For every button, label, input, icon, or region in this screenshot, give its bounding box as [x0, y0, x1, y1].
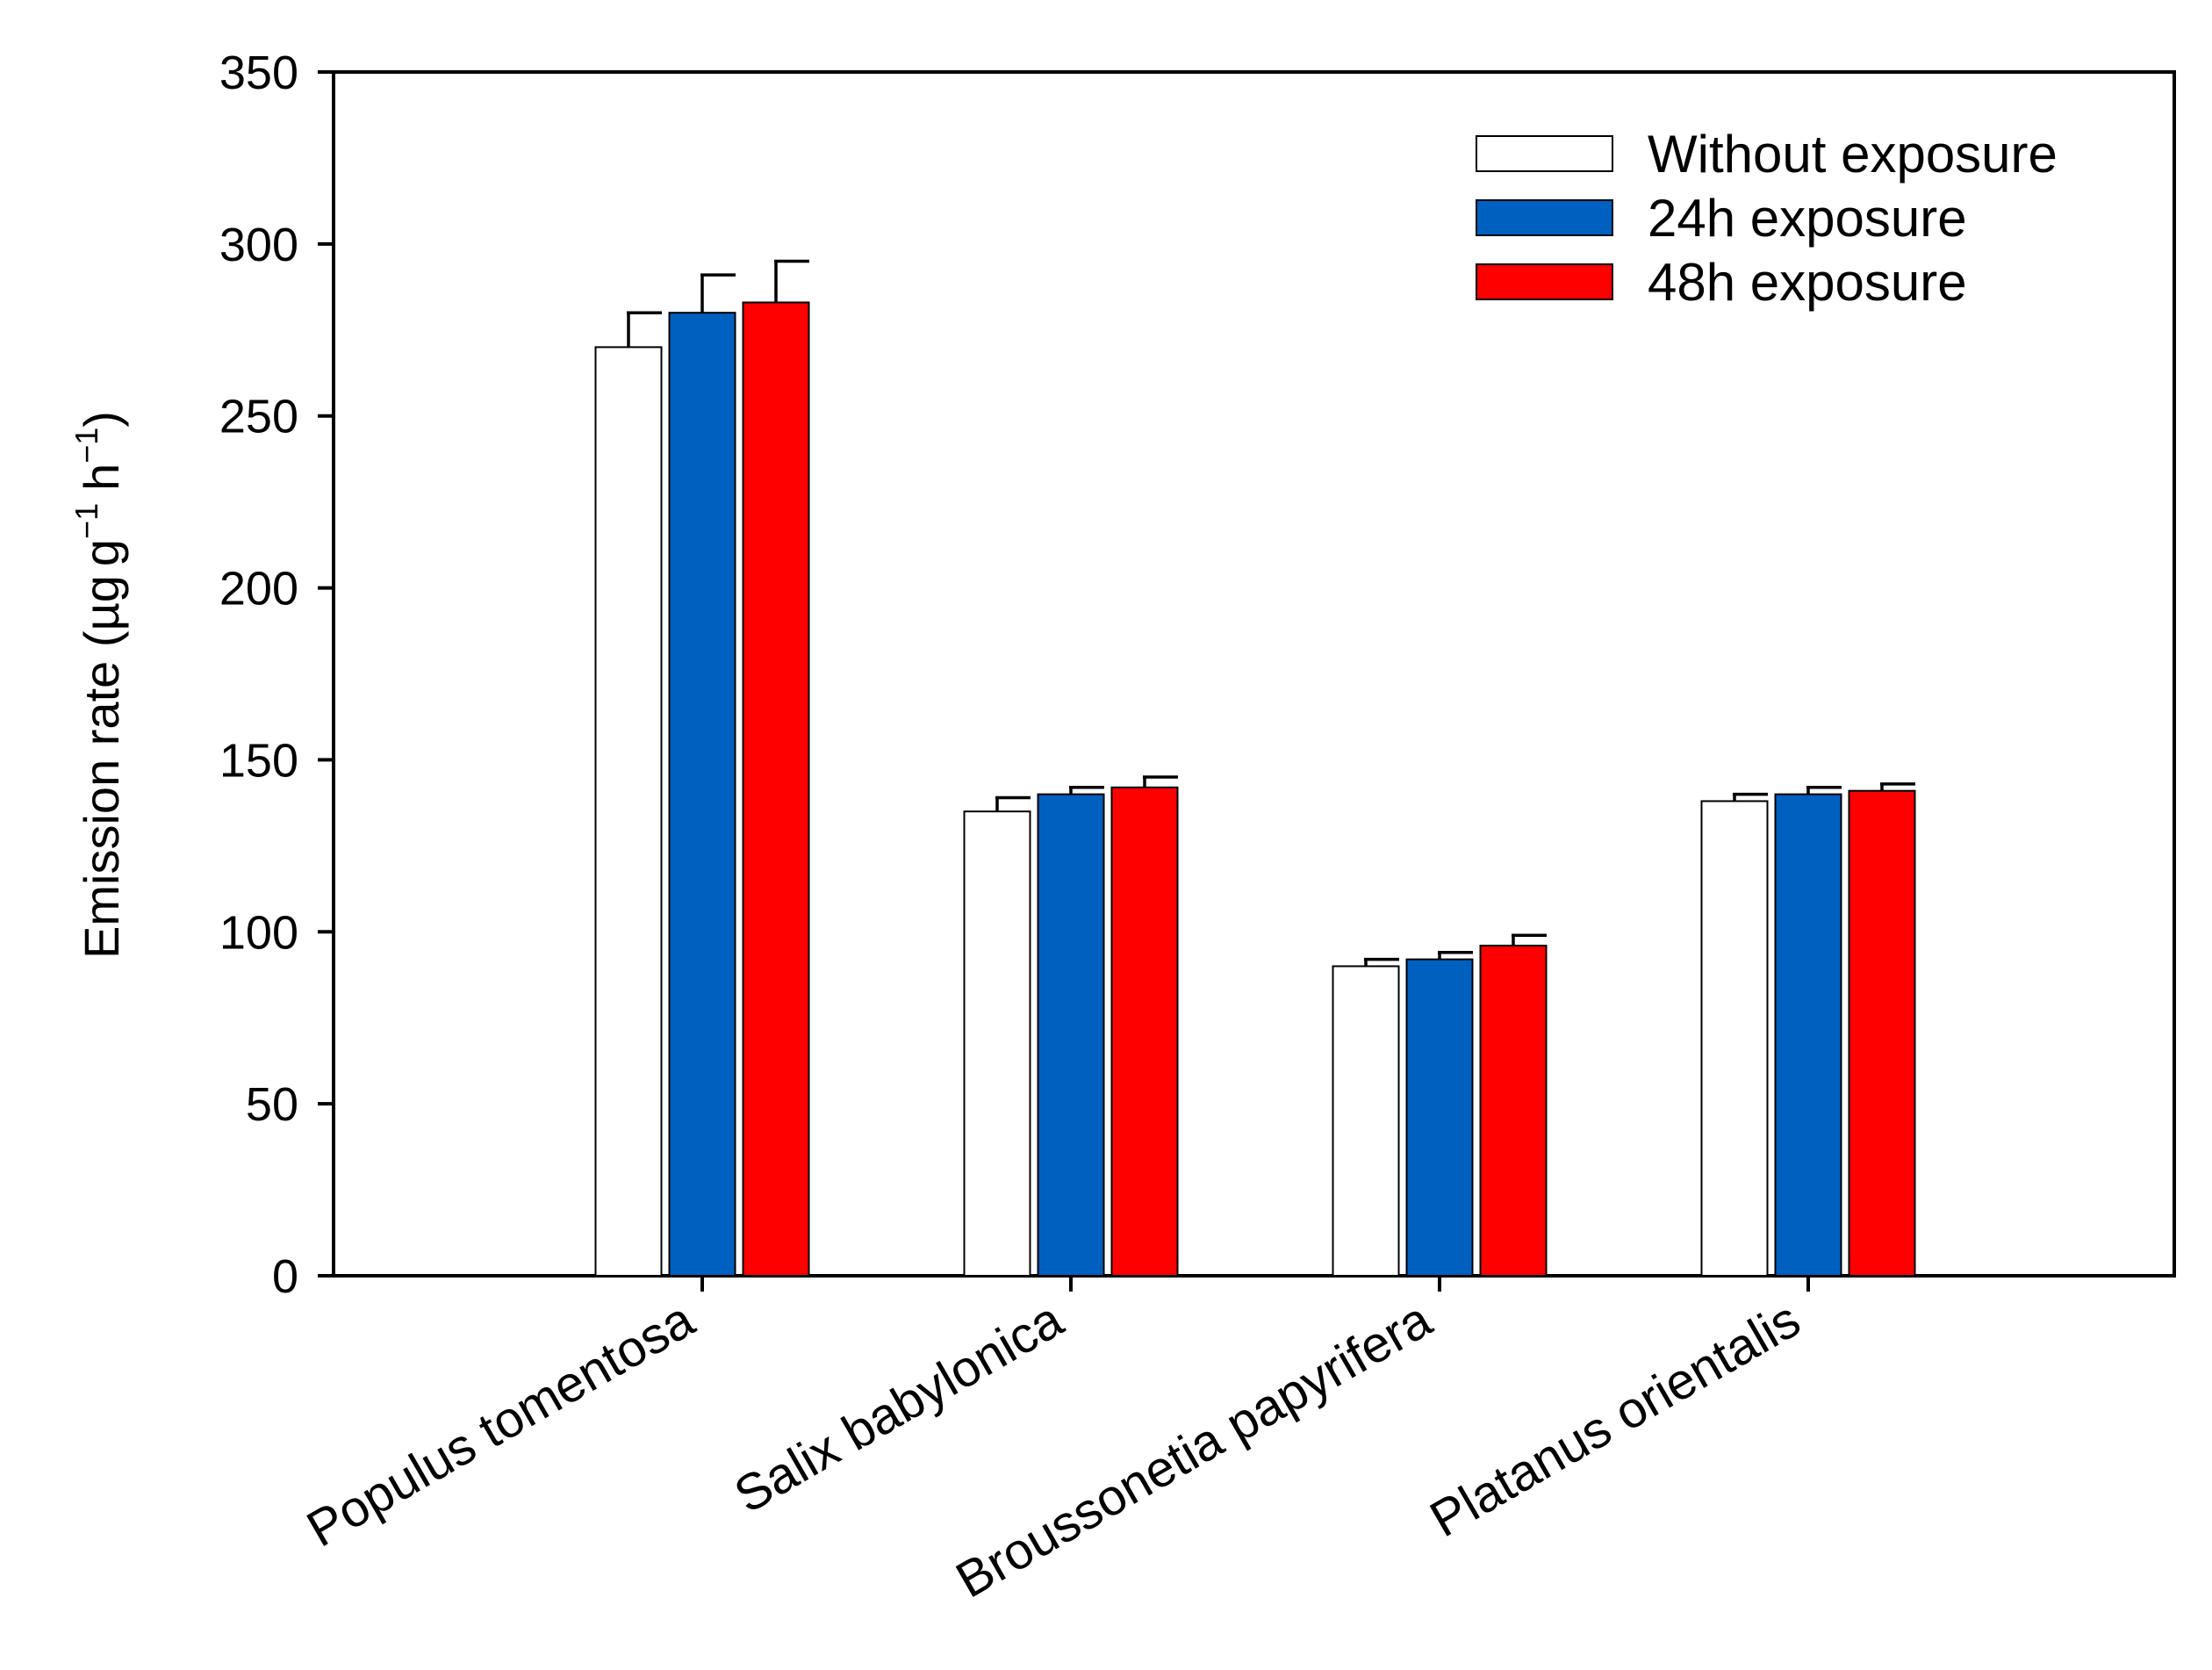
bar	[594, 346, 663, 1277]
bar	[1332, 965, 1400, 1277]
y-axis-title: Emission rate (µgg−1h−1)	[68, 411, 129, 959]
y-axis: 0 50 100 150 200 250 300 350	[219, 47, 334, 1303]
legend-swatch	[1476, 199, 1613, 236]
y-tick-label: 350	[219, 47, 298, 99]
y-tick-label: 300	[219, 219, 298, 271]
bar	[963, 810, 1031, 1277]
legend-label: 48h exposure	[1648, 253, 1967, 312]
bars	[594, 259, 1916, 1278]
ylabel-sup1: −1	[68, 503, 104, 539]
y-tick-label: 250	[219, 391, 298, 443]
bar	[1037, 793, 1105, 1277]
y-tick-label: 100	[219, 906, 298, 959]
ylabel-g: g	[74, 539, 129, 566]
ylabel-close: )	[74, 411, 129, 428]
plot-frame	[332, 70, 2176, 1278]
x-tick-label: Populus tomentosa	[298, 1291, 704, 1558]
ylabel-main: Emission rate (	[74, 630, 129, 959]
ylabel-sup2: −1	[68, 428, 104, 464]
x-axis: Populus tomentosa Salix babylonicaBrousso…	[298, 1276, 1810, 1609]
y-tick-label: 50	[246, 1078, 298, 1131]
y-tick-label: 150	[219, 734, 298, 787]
x-tick-label: Platanus orientalis	[1421, 1291, 1810, 1548]
ylabel-h: h	[74, 464, 129, 491]
y-tick-label: 200	[219, 563, 298, 615]
plot-border	[332, 70, 2176, 1278]
bar	[1700, 800, 1769, 1277]
legend-label: 24h exposure	[1648, 189, 1967, 248]
bar	[668, 312, 736, 1278]
ylabel-unit-g: g	[74, 575, 129, 602]
legend-swatch	[1476, 263, 1613, 300]
bar	[1405, 958, 1474, 1277]
x-tick-label: Salix babylonica	[725, 1291, 1073, 1524]
bar	[1774, 793, 1842, 1277]
legend-label: Without exposure	[1648, 125, 2058, 184]
bar	[1110, 786, 1179, 1277]
bar	[1848, 789, 1916, 1277]
y-tick-label: 0	[272, 1250, 298, 1303]
bar	[742, 301, 810, 1277]
ylabel-mu: µ	[74, 602, 129, 630]
legend-swatch	[1476, 135, 1613, 172]
bar	[1479, 944, 1548, 1278]
